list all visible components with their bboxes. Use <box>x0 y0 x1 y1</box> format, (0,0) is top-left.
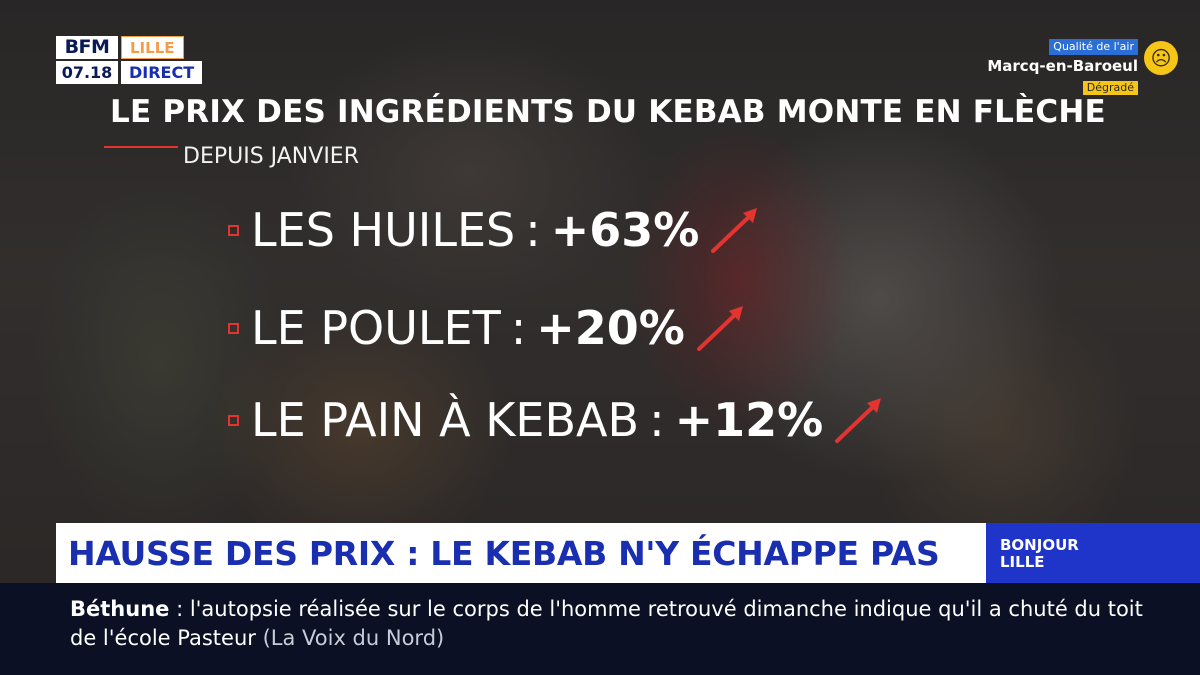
item-label: LES HUILES <box>251 203 516 257</box>
channel-logo: BFM LILLE 07.18 DIRECT <box>56 36 203 84</box>
city-tag: LILLE <box>121 36 184 59</box>
ticker-text: Béthune : l'autopsie réalisée sur le cor… <box>70 595 1170 653</box>
item-label: LE POULET <box>251 301 501 355</box>
item-label: LE PAIN À KEBAB <box>251 393 640 447</box>
brand-mark: BFM <box>56 36 118 59</box>
news-ticker: Béthune : l'autopsie réalisée sur le cor… <box>0 583 1200 675</box>
subtitle-accent-line <box>104 146 178 148</box>
air-quality-widget: Qualité de l'air Marcq-en-Baroeul Dégrad… <box>987 35 1178 95</box>
item-separator: : <box>649 393 665 447</box>
list-item: LES HUILES : +63% <box>228 200 761 260</box>
live-tag: DIRECT <box>121 61 203 84</box>
ticker-story: l'autopsie réalisée sur le corps de l'ho… <box>70 597 1143 650</box>
show-name-line2: LILLE <box>1000 553 1045 571</box>
arrow-up-right-icon <box>835 398 882 443</box>
list-item: LE PAIN À KEBAB : +12% <box>228 390 885 450</box>
banner-text: HAUSSE DES PRIX : LE KEBAB N'Y ÉCHAPPE P… <box>68 533 940 573</box>
item-value: +12% <box>674 393 824 447</box>
arrow-up-right-icon <box>711 208 758 253</box>
show-badge: BONJOUR LILLE <box>986 523 1200 583</box>
list-item: LE POULET : +20% <box>228 298 747 358</box>
square-bullet-icon <box>228 322 239 334</box>
item-value: +20% <box>536 301 685 355</box>
item-separator: : <box>510 301 527 355</box>
ticker-place: Béthune <box>70 597 170 621</box>
show-name-line1: BONJOUR <box>1000 536 1079 554</box>
air-quality-label: Qualité de l'air <box>1049 39 1138 55</box>
headline-banner: HAUSSE DES PRIX : LE KEBAB N'Y ÉCHAPPE P… <box>56 523 986 583</box>
square-bullet-icon <box>228 414 239 426</box>
air-quality-place: Marcq-en-Baroeul <box>987 57 1138 75</box>
ticker-source: (La Voix du Nord) <box>262 626 445 650</box>
air-quality-state: Dégradé <box>1082 81 1138 95</box>
page-title: LE PRIX DES INGRÉDIENTS DU KEBAB MONTE E… <box>110 94 1106 130</box>
ticker-separator: : <box>169 597 190 621</box>
arrow-up-right-icon <box>696 306 743 351</box>
clock: 07.18 <box>56 61 118 84</box>
square-bullet-icon <box>228 224 239 236</box>
subtitle: DEPUIS JANVIER <box>183 144 359 169</box>
item-value: +63% <box>550 203 700 257</box>
item-separator: : <box>525 203 541 257</box>
sad-face-icon: ☹ <box>1144 41 1178 75</box>
